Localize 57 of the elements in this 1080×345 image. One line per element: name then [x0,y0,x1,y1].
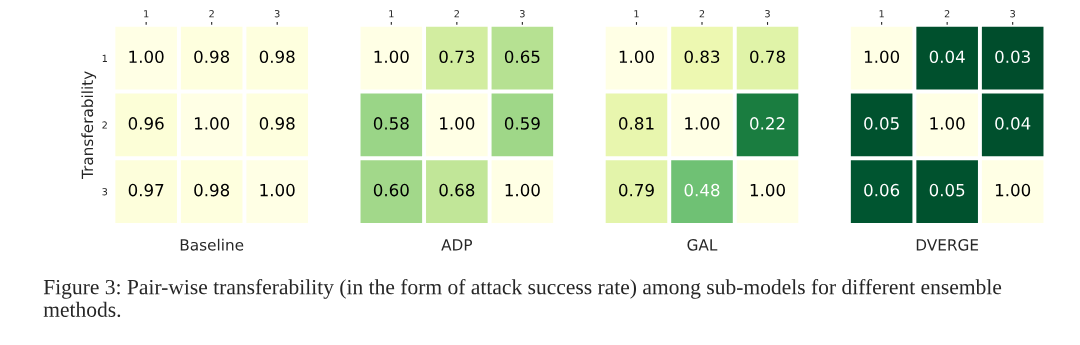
data-label: 1.00 [194,117,230,130]
data-label: 0.04 [995,117,1031,130]
data-label: 1.00 [260,183,295,197]
data-label: 0.48 [684,183,720,197]
data-label: 0.68 [439,183,475,197]
data-label: 0.79 [619,183,654,197]
y-tick-label: 1 [102,54,107,62]
data-label: 0.05 [864,117,899,130]
y-tick-label: 2 [102,121,107,129]
data-label: 0.98 [259,117,295,130]
x-tick-label: 1 [144,10,149,18]
data-label: 1.00 [505,183,540,197]
data-label: 0.78 [750,50,785,64]
data-label: 0.98 [194,183,230,197]
data-label: 0.06 [864,183,900,197]
data-label: 0.05 [929,183,965,197]
x-tick-label: 1 [389,10,394,18]
data-label: 0.96 [128,117,164,130]
data-label: 0.98 [259,50,295,64]
x-tick-label: 2 [209,10,214,18]
y-axis-title: Transferability [81,71,97,180]
data-label: 1.00 [619,50,654,64]
data-label: 1.00 [440,117,475,130]
x-tick-label: 3 [274,10,280,18]
x-tick-label: 3 [765,10,770,18]
data-label: 0.73 [439,50,475,64]
data-label: 1.00 [864,50,900,64]
x-tick-label: 2 [699,10,705,18]
data-label: 0.83 [684,50,720,64]
x-tick-label: 3 [520,10,525,18]
x-tick-label: 3 [1010,10,1015,18]
x-axis-title: DVERGE [916,239,979,251]
caption: Figure 3: Pair-wise transferability (in the form of attack success rate) among sub-models for different ensemble methods. [43,278,1002,318]
data-label: 1.00 [374,50,409,64]
data-label: 0.81 [619,117,654,130]
data-label: 1.00 [129,50,164,64]
x-tick-label: 1 [879,10,884,18]
data-label: 1.00 [750,183,785,197]
data-label: 0.22 [750,117,785,130]
data-label: 1.00 [995,183,1031,197]
data-label: 0.03 [995,50,1030,64]
y-tick-label: 3 [102,188,108,196]
data-label: 0.65 [504,50,540,64]
x-tick-label: 2 [454,10,459,18]
x-axis-title: ADP [441,239,473,251]
data-label: 0.98 [194,50,230,64]
data-label: 0.97 [128,183,164,197]
data-label: 0.04 [929,50,965,64]
data-label: 1.00 [685,117,720,130]
data-label: 0.60 [373,183,409,197]
data-label: 1.00 [930,117,965,130]
x-tick-label: 1 [634,10,639,18]
x-axis-title: Baseline [180,238,244,251]
x-axis-title: GAL [687,239,718,251]
data-label: 0.58 [373,117,409,130]
data-label: 0.59 [504,117,540,130]
x-tick-label: 2 [944,10,950,18]
